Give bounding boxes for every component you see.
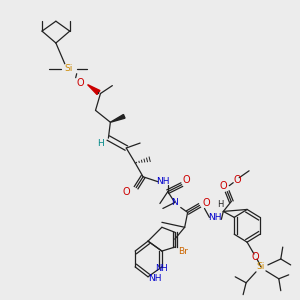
Text: NH: NH xyxy=(155,264,168,273)
Text: O: O xyxy=(122,187,130,196)
Polygon shape xyxy=(110,115,125,122)
Text: NH: NH xyxy=(208,213,221,222)
Text: O: O xyxy=(251,252,259,262)
Text: Si: Si xyxy=(64,64,73,73)
Text: Br: Br xyxy=(178,247,188,256)
Text: O: O xyxy=(220,181,227,191)
Text: H: H xyxy=(97,139,104,148)
Text: N: N xyxy=(171,198,178,207)
Text: O: O xyxy=(203,197,210,208)
Text: NH: NH xyxy=(156,177,169,186)
Text: H: H xyxy=(217,200,224,209)
Polygon shape xyxy=(88,85,100,94)
Text: O: O xyxy=(183,175,190,185)
Text: Si: Si xyxy=(257,262,265,272)
Text: NH: NH xyxy=(148,274,162,283)
Text: O: O xyxy=(77,78,85,88)
Text: O: O xyxy=(233,175,241,185)
